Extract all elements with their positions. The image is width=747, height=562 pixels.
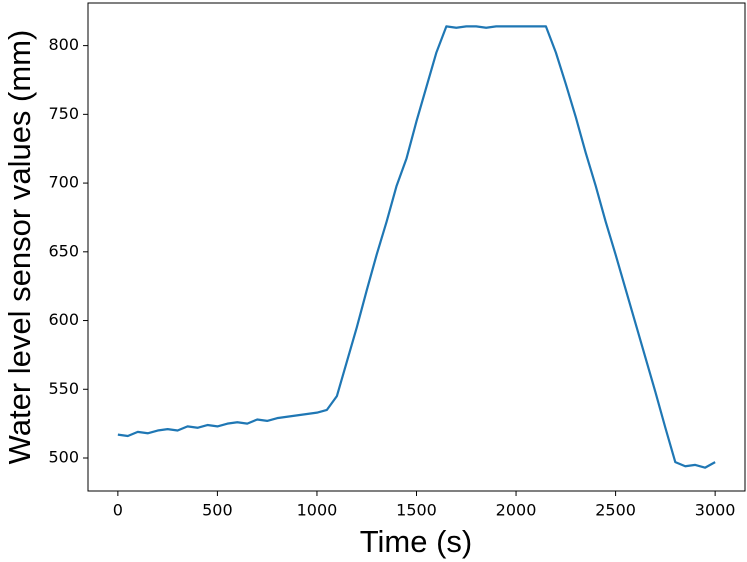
x-tick-label: 500 (202, 501, 233, 520)
x-tick-label: 0 (113, 501, 123, 520)
y-tick-label: 750 (48, 104, 79, 123)
x-tick-label: 2500 (595, 501, 636, 520)
x-tick-label: 3000 (695, 501, 736, 520)
x-tick-label: 1500 (396, 501, 437, 520)
y-tick-label: 700 (48, 173, 79, 192)
y-axis-title: Water level sensor values (mm) (2, 30, 37, 465)
y-tick-label: 500 (48, 448, 79, 467)
y-tick-label: 800 (48, 35, 79, 54)
x-tick-label: 2000 (496, 501, 537, 520)
plot-frame (87, 2, 746, 492)
x-axis-title: Time (s) (360, 524, 473, 559)
y-tick-label: 650 (48, 241, 79, 260)
y-tick-label: 600 (48, 310, 79, 329)
x-tick-label: 1000 (297, 501, 338, 520)
data-line (117, 25, 716, 469)
y-tick-label: 550 (48, 379, 79, 398)
